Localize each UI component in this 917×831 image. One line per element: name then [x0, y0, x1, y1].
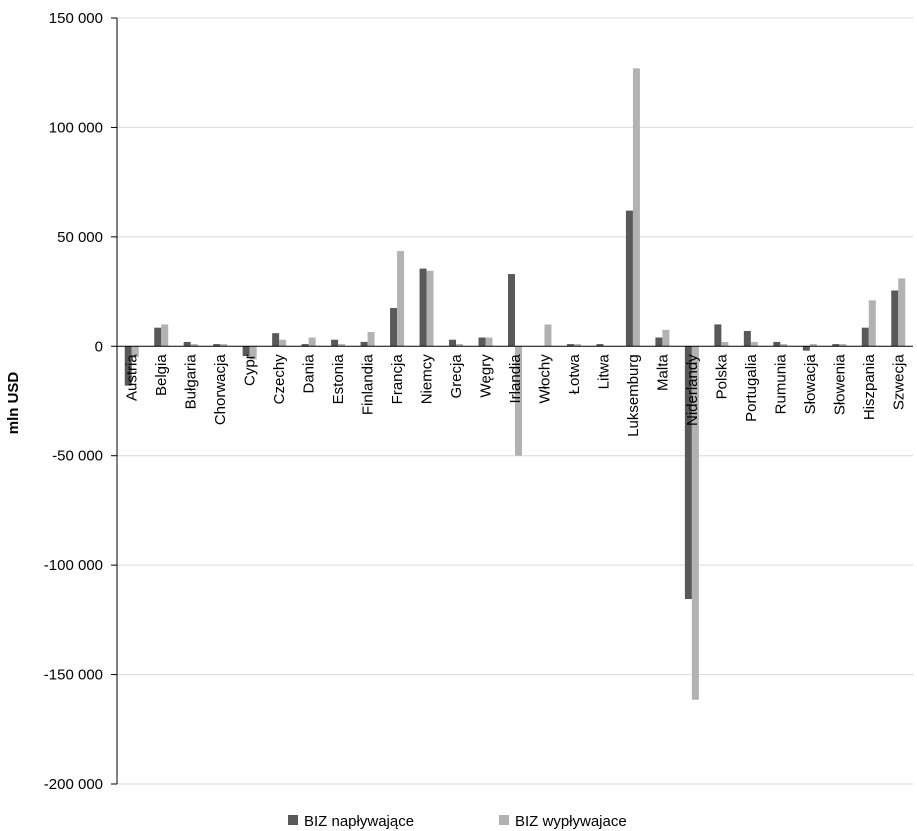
bar-inflow — [360, 341, 368, 347]
category-label: Czechy — [271, 354, 288, 405]
bar-outflow — [515, 346, 522, 456]
y-tick-label: -100 000 — [44, 557, 103, 574]
bar-inflow — [891, 290, 899, 347]
axes — [116, 18, 913, 784]
category-label: Dania — [301, 354, 318, 394]
legend: BIZ napływające BIZ wypływajace — [288, 813, 627, 830]
bar-inflow — [242, 346, 250, 357]
bar-outflow — [750, 341, 758, 347]
bar-inflow — [213, 344, 221, 347]
y-tick-labels: 150 000 100 000 50 000 0 -50 000 -100 000 -150… — [44, 10, 103, 793]
bar-outflow — [868, 300, 876, 347]
bar-outflow — [367, 332, 375, 347]
category-label: Bułgaria — [183, 354, 200, 410]
category-label: Litwa — [595, 354, 612, 390]
bar-inflow — [331, 339, 339, 347]
y-tick-label: -200 000 — [44, 776, 103, 793]
category-label: Niderlandy — [684, 354, 701, 426]
category-label: Francja — [389, 354, 406, 405]
bar-outflow — [485, 337, 493, 347]
category-label: Malta — [654, 354, 671, 391]
category-label: Szwecja — [890, 354, 907, 411]
bar-inflow — [390, 307, 398, 347]
category-label: Irlandia — [507, 354, 524, 404]
legend-swatch — [499, 815, 509, 825]
bar-inflow — [272, 333, 280, 347]
category-label: Estonia — [330, 354, 347, 405]
category-label: Austria — [124, 354, 141, 401]
y-tick-label: 0 — [95, 338, 103, 355]
y-tick-label: -150 000 — [44, 667, 103, 684]
bar-outflow — [220, 344, 228, 347]
gridlines — [111, 17, 913, 785]
bar-inflow — [183, 341, 191, 347]
category-label: Chorwacja — [212, 354, 229, 426]
category-label: Luksemburg — [625, 354, 642, 437]
bar-outflow — [279, 339, 287, 347]
bar-outflow — [662, 329, 670, 347]
bar-outflow — [691, 346, 699, 700]
legend-swatch — [288, 815, 298, 825]
bar-outflow — [721, 341, 729, 347]
bar-inflow — [625, 210, 633, 347]
legend-label: BIZ napływające — [304, 813, 414, 830]
category-label: Hiszpania — [861, 354, 878, 421]
category-label: Węgry — [478, 354, 495, 398]
bar-inflow — [773, 341, 781, 347]
bar-inflow — [684, 346, 692, 600]
bar-outflow — [249, 346, 257, 360]
y-tick-label: -50 000 — [52, 448, 103, 465]
bar-inflow — [655, 337, 663, 347]
bar-inflow — [154, 327, 162, 347]
bar-inflow — [714, 324, 722, 347]
y-tick-label: 100 000 — [49, 119, 103, 136]
bar-outflow — [161, 324, 169, 347]
bar-inflow — [566, 344, 574, 347]
bar-inflow — [508, 274, 515, 347]
category-label: Słowacja — [802, 354, 819, 415]
category-label: Belgia — [153, 354, 170, 396]
bar-outflow — [131, 346, 139, 358]
bar-outflow — [809, 344, 817, 347]
category-label: Cypr — [242, 354, 259, 386]
bar-outflow — [780, 344, 788, 347]
bar-inflow — [449, 339, 457, 347]
bars — [124, 68, 906, 700]
bar-inflow — [861, 327, 869, 347]
bar-outflow — [456, 344, 464, 347]
category-label: Słowenia — [831, 354, 848, 416]
y-axis-title: mln USD — [5, 372, 22, 435]
bar-inflow — [301, 344, 309, 347]
bar-outflow — [573, 344, 581, 347]
bar-inflow — [832, 344, 840, 347]
category-label: Włochy — [536, 354, 553, 404]
category-label: Polska — [713, 354, 730, 400]
category-label: Łotwa — [566, 354, 583, 395]
bar-inflow — [802, 346, 810, 351]
category-label: Niemcy — [419, 354, 436, 405]
bar-outflow — [426, 270, 434, 347]
bar-inflow — [743, 330, 751, 347]
bar-outflow — [190, 344, 198, 347]
category-label: Finlandia — [360, 354, 377, 416]
bar-outflow — [397, 251, 405, 347]
y-tick-label: 50 000 — [57, 229, 103, 246]
bar-outflow — [898, 278, 906, 347]
y-tick-label: 150 000 — [49, 10, 103, 27]
legend-label: BIZ wypływajace — [515, 813, 627, 830]
category-labels: Austria Belgia Bułgaria Chorwacja Cypr Czechy… — [124, 354, 908, 437]
bar-outflow — [308, 337, 316, 347]
bar-inflow — [596, 344, 604, 347]
category-label: Rumunia — [772, 354, 789, 415]
bar-outflow — [839, 344, 847, 347]
bar-outflow — [632, 68, 640, 347]
bar-inflow — [419, 268, 427, 347]
bar-inflow — [478, 337, 486, 347]
category-label: Portugalia — [743, 354, 760, 422]
bar-outflow — [544, 324, 552, 347]
bar-outflow — [338, 344, 346, 347]
category-label: Grecja — [448, 354, 465, 399]
bar-inflow — [124, 346, 132, 386]
